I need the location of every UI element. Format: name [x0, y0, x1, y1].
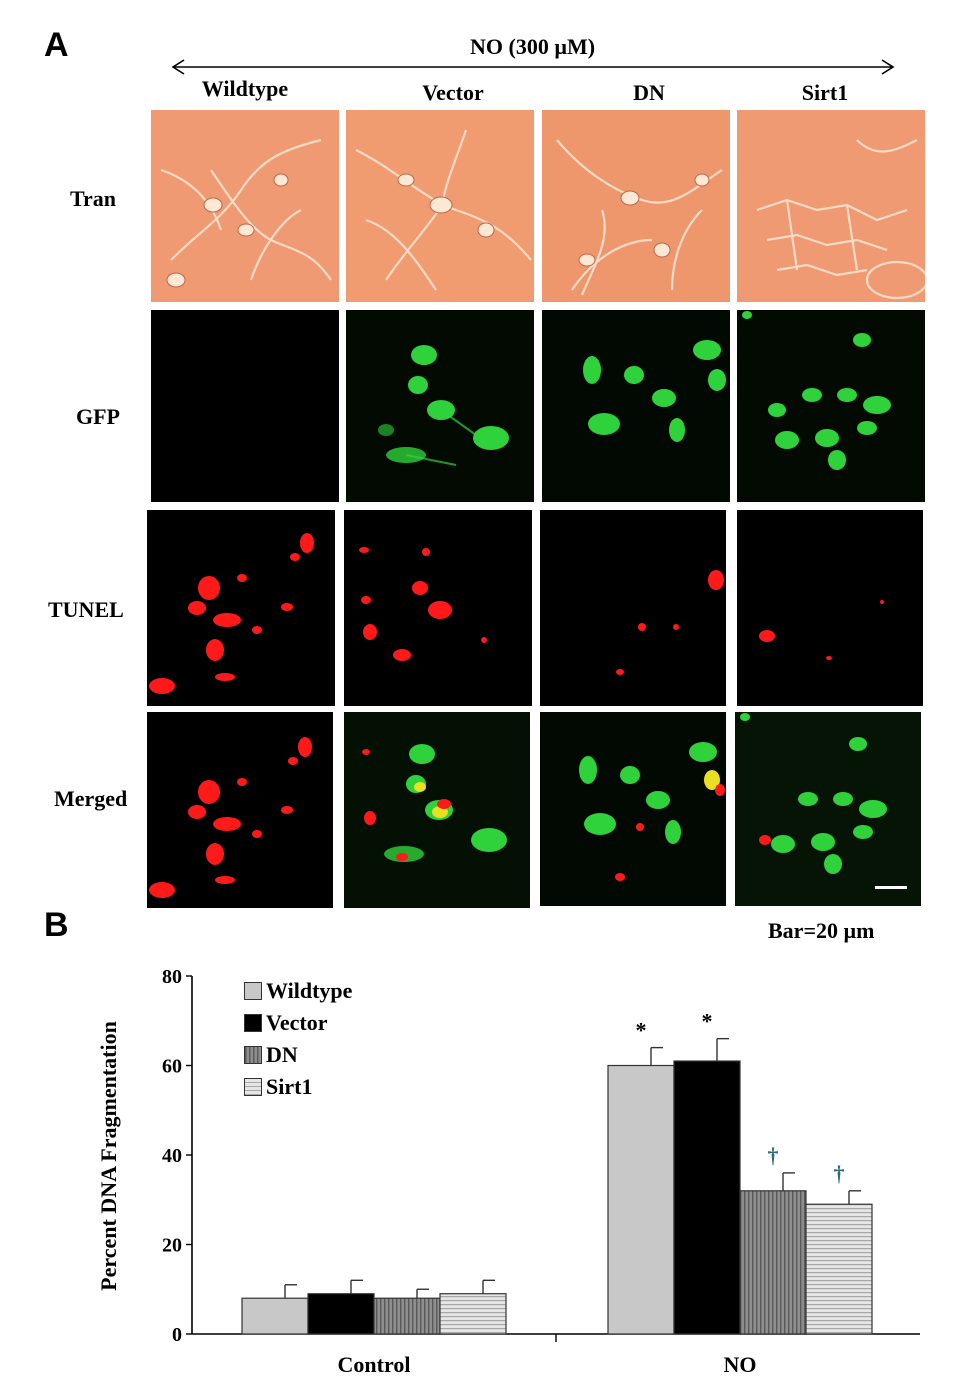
bar-dn-control — [373, 1297, 441, 1335]
tran-image-wildtype — [151, 110, 339, 302]
y-tick-label: 60 — [162, 1056, 182, 1078]
column-label-dn: DN — [633, 80, 665, 105]
x-tick-label: NO — [724, 1352, 757, 1377]
bar-wildtype-no — [607, 1064, 675, 1335]
y-tick-label: 0 — [172, 1324, 182, 1346]
tunel-image-wildtype — [147, 510, 335, 706]
merged-image-vector — [344, 712, 530, 908]
merged-image-wildtype — [147, 712, 333, 908]
merged-image-dn — [540, 712, 726, 906]
tran-image-sirt1 — [737, 110, 925, 302]
gfp-image-dn — [542, 310, 730, 502]
scale-bar-label: Bar=20 µm — [768, 918, 875, 943]
row-label-tran: Tran — [70, 186, 117, 211]
row-label-tunel: TUNEL — [48, 597, 124, 622]
legend-label-wildtype: Wildtype — [266, 978, 353, 1003]
legend-swatch-vector — [244, 1014, 262, 1032]
merged-image-sirt1 — [735, 712, 921, 906]
legend-label-sirt1: Sirt1 — [266, 1074, 313, 1099]
bar-wildtype-control — [241, 1297, 309, 1335]
y-tick-label: 40 — [162, 1145, 182, 1167]
row-label-gfp: GFP — [76, 404, 120, 429]
tran-image-dn — [542, 110, 730, 302]
gfp-image-vector — [346, 310, 534, 502]
tran-image-vector — [346, 110, 534, 302]
significance-marker: † — [768, 1143, 779, 1168]
legend-swatch-wildtype — [244, 982, 262, 1000]
treatment-arrow — [171, 59, 895, 75]
row-label-merged: Merged — [54, 786, 128, 811]
y-tick-label: 80 — [162, 966, 182, 988]
column-label-vector: Vector — [422, 80, 484, 105]
legend-swatch-dn — [244, 1046, 262, 1064]
legend-label-vector: Vector — [266, 1010, 328, 1035]
scale-bar — [875, 886, 907, 889]
significance-marker: † — [834, 1161, 845, 1186]
tunel-image-dn — [540, 510, 726, 706]
bar-vector-control — [307, 1293, 375, 1335]
gfp-image-wildtype — [151, 310, 339, 502]
y-axis-label: Percent DNA Fragmentation — [96, 1021, 121, 1291]
bar-sirt1-no — [805, 1203, 873, 1335]
tunel-image-sirt1 — [737, 510, 923, 706]
panel-a-letter: A — [44, 26, 69, 64]
bar-dn-no — [739, 1190, 807, 1335]
bar-sirt1-control — [439, 1293, 507, 1335]
y-tick-label: 20 — [162, 1235, 182, 1257]
treatment-label: NO (300 µM) — [470, 34, 596, 59]
tunel-image-vector — [344, 510, 532, 706]
gfp-image-sirt1 — [737, 310, 925, 502]
column-label-wildtype: Wildtype — [201, 76, 289, 101]
significance-marker: * — [702, 1009, 713, 1034]
significance-marker: * — [636, 1018, 647, 1043]
x-tick-label: Control — [338, 1352, 411, 1377]
panel-b-letter: B — [44, 906, 69, 944]
legend-label-dn: DN — [266, 1042, 298, 1067]
legend-swatch-sirt1 — [244, 1078, 262, 1096]
bar-vector-no — [673, 1060, 741, 1335]
column-label-sirt1: Sirt1 — [801, 80, 849, 105]
